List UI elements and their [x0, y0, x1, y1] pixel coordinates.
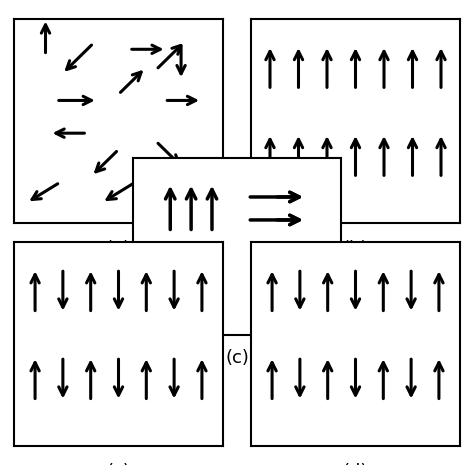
- Text: (c): (c): [225, 349, 249, 367]
- Text: (b): (b): [343, 239, 368, 258]
- Text: (c): (c): [107, 463, 130, 465]
- Text: (a): (a): [106, 239, 131, 258]
- Text: (d): (d): [343, 463, 368, 465]
